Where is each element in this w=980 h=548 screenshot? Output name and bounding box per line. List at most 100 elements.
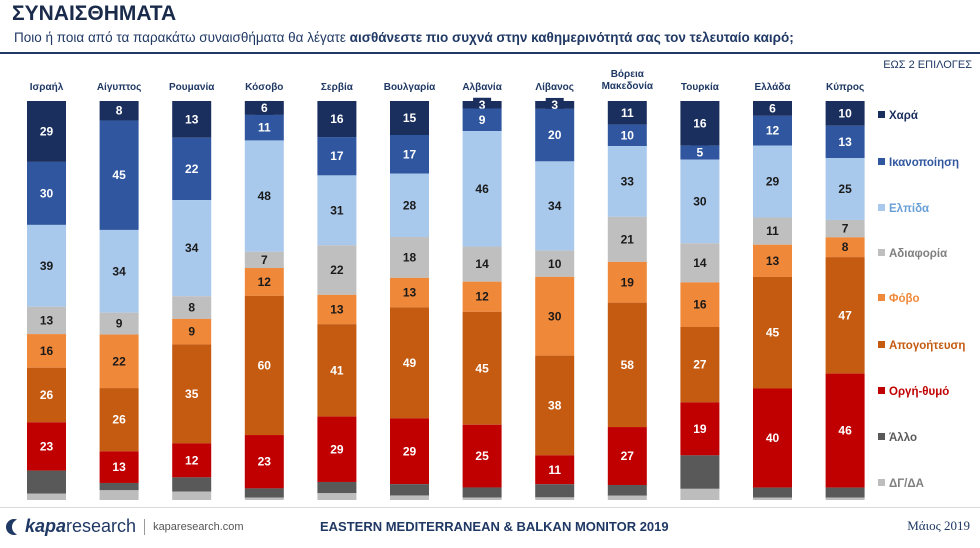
bar-segment — [825, 219, 865, 238]
bar-segment — [99, 334, 139, 389]
bar-segment — [27, 101, 66, 162]
bar-segment — [317, 416, 357, 482]
bar-segment — [99, 482, 139, 491]
category-label: Κύπρος — [826, 82, 864, 93]
data-label: 8 — [842, 240, 849, 254]
bar-segment — [172, 137, 212, 201]
legend-label: Αδιαφορία — [889, 248, 947, 260]
bar-segment — [607, 427, 647, 485]
data-label: 13 — [766, 254, 780, 268]
data-label: 26 — [40, 388, 54, 402]
bar-segment — [390, 307, 429, 419]
data-label: 11 — [258, 121, 271, 135]
footer-divider — [0, 507, 980, 508]
bar-segment — [753, 388, 792, 488]
data-label: 45 — [766, 326, 780, 340]
bar-segment — [390, 495, 429, 500]
bar-segment — [27, 306, 66, 335]
data-label: 28 — [403, 198, 417, 212]
data-label: 46 — [475, 182, 489, 196]
bar-segment — [99, 451, 139, 483]
bar-segment — [27, 367, 66, 423]
category-label: Ρουμανία — [169, 82, 215, 93]
legend-swatch — [878, 158, 885, 165]
bar-segment — [390, 277, 429, 308]
data-label: 13 — [40, 313, 54, 327]
bar-segment — [172, 477, 212, 492]
bar-segment — [462, 424, 502, 488]
legend-label: Απογοήτευση — [889, 340, 965, 352]
bar-segment — [172, 491, 212, 500]
question-plain: Ποιο ή ποια από τα παρακάτω συναισθήματα… — [14, 30, 350, 45]
data-label: 10 — [548, 257, 562, 271]
legend-swatch — [878, 387, 885, 394]
legend-label: Ικανοποίηση — [889, 157, 959, 169]
legend-swatch — [878, 294, 885, 301]
data-label: 12 — [185, 453, 199, 467]
bar-segment — [390, 418, 429, 485]
bar-segment — [244, 435, 284, 489]
bar-segment — [753, 145, 792, 218]
data-label: 30 — [548, 309, 562, 323]
legend-label: Οργή-θυμό — [889, 386, 949, 398]
bar-segment — [462, 108, 502, 132]
bar-segment — [607, 146, 647, 217]
footer-url: kaparesearch.com — [153, 520, 244, 533]
bar-segment — [172, 101, 212, 138]
bar-segment — [27, 422, 66, 471]
bar-segment — [99, 312, 139, 335]
bar-segment — [244, 251, 284, 269]
footer-date: Μάιος 2019 — [907, 518, 970, 533]
data-label: 41 — [330, 363, 344, 377]
bar-segment — [825, 257, 865, 374]
data-label: 13 — [403, 286, 417, 300]
bar-segment — [317, 481, 357, 494]
bar-segment — [244, 268, 284, 296]
bar-segment — [99, 388, 139, 452]
data-label: 25 — [475, 449, 489, 463]
data-label: 60 — [258, 358, 272, 372]
category-label: Κόσοβο — [245, 82, 283, 93]
bar-segment — [462, 131, 502, 247]
bar-segment — [390, 101, 429, 136]
bar-segment — [317, 175, 357, 246]
legend-label: Ελπίδα — [889, 203, 929, 215]
data-label: 27 — [693, 358, 707, 372]
bar-segment — [825, 237, 865, 258]
data-label: 22 — [112, 354, 126, 368]
data-label: 33 — [621, 174, 635, 188]
bar-segment — [607, 101, 647, 125]
bar-segment — [825, 125, 865, 158]
data-label: 29 — [40, 124, 54, 138]
bar-segment — [607, 484, 647, 496]
bar-segment — [607, 302, 647, 428]
data-label: 14 — [693, 256, 707, 270]
bar-segment — [462, 487, 502, 498]
data-label: 23 — [40, 439, 54, 453]
data-label: 29 — [766, 175, 780, 189]
bar-segment — [172, 318, 212, 345]
legend-label: Άλλο — [889, 432, 917, 444]
bar-segment — [607, 124, 647, 147]
data-label: 10 — [621, 128, 635, 142]
data-label: 13 — [838, 135, 852, 149]
bar-segment — [825, 373, 865, 488]
legend-swatch — [878, 204, 885, 211]
data-label: 46 — [838, 424, 852, 438]
data-label: 40 — [766, 431, 780, 445]
data-label: 30 — [693, 194, 707, 208]
data-label: 17 — [330, 149, 344, 163]
legend-swatch — [878, 249, 885, 256]
bar-segment — [390, 173, 429, 238]
data-label: 38 — [548, 399, 562, 413]
bar-segment — [390, 237, 429, 278]
bar-segment — [244, 114, 284, 141]
category-label: Ισραήλ — [30, 82, 64, 93]
bar-segment — [244, 488, 284, 498]
data-label: 16 — [40, 344, 54, 358]
data-label-bg — [763, 101, 782, 116]
data-label: 34 — [112, 264, 126, 278]
bar-segment — [753, 115, 792, 146]
data-label: 34 — [185, 241, 199, 255]
data-label: 7 — [842, 222, 849, 236]
